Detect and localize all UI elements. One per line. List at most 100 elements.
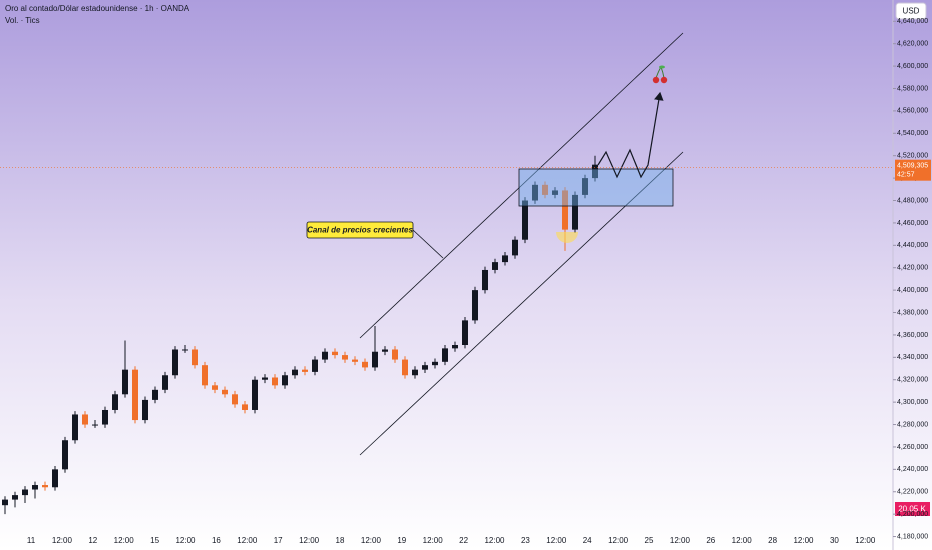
candle-body <box>112 394 118 410</box>
candle-body <box>92 424 98 426</box>
candle-body <box>362 361 368 368</box>
y-tick-label: 4,220,000 <box>897 489 928 496</box>
candle-body <box>482 269 488 291</box>
x-tick-label: 12:00 <box>114 536 135 545</box>
candle-body <box>442 348 448 362</box>
x-tick-label: 12:00 <box>484 536 505 545</box>
y-tick-label: 4,260,000 <box>897 444 928 451</box>
x-tick-label: 22 <box>459 536 468 545</box>
annotation: Canal de precios crecientes <box>307 226 413 235</box>
candle-body <box>32 485 38 490</box>
candle-body <box>72 414 78 441</box>
candles <box>2 155 598 515</box>
x-tick-label: 28 <box>768 536 777 545</box>
candle-body <box>532 184 538 201</box>
candle-body <box>252 379 258 410</box>
candle-body <box>472 290 478 321</box>
x-tick-label: 17 <box>274 536 283 545</box>
last-price-label: 4,509,305 <box>897 163 928 170</box>
candle-body <box>152 389 158 400</box>
candle-body <box>122 369 128 395</box>
candle-body <box>552 190 558 195</box>
y-tick-label: 4,600,000 <box>897 63 928 70</box>
candle-body <box>562 190 568 230</box>
x-tick-label: 12:00 <box>732 536 753 545</box>
candle-body <box>62 440 68 470</box>
candle-body <box>262 377 268 380</box>
x-tick-label: 12:00 <box>670 536 691 545</box>
candle-body <box>332 351 338 356</box>
candle-body <box>572 194 578 230</box>
candle-body <box>42 485 48 488</box>
x-tick-label: 12:00 <box>546 536 567 545</box>
currency[interactable]: USD <box>903 7 920 16</box>
candle-body <box>182 349 188 351</box>
y-tick-label: 4,200,000 <box>897 511 928 518</box>
volume-badge <box>895 502 930 516</box>
annotation-leader <box>412 229 444 259</box>
y-tick-label: 4,320,000 <box>897 377 928 384</box>
x-tick-label: 26 <box>706 536 715 545</box>
volume-label: 20,05 K <box>898 505 926 514</box>
x-tick-label: 18 <box>336 536 345 545</box>
x-tick-label: 12 <box>88 536 97 545</box>
candle-body <box>352 359 358 362</box>
y-tick-label: 4,240,000 <box>897 466 928 473</box>
candle-body <box>52 469 58 488</box>
x-tick-label: 12:00 <box>52 536 73 545</box>
y-tick-label: 4,180,000 <box>897 533 928 540</box>
x-tick-label: 12:00 <box>423 536 444 545</box>
candle-body <box>282 375 288 386</box>
y-tick-label: 4,640,000 <box>897 18 928 25</box>
y-tick-label: 4,360,000 <box>897 332 928 339</box>
currency-button[interactable] <box>895 2 927 20</box>
chart-subtitle: Vol. · Tics <box>5 16 40 25</box>
channel-lower <box>359 151 684 456</box>
y-tick-label: 4,400,000 <box>897 287 928 294</box>
candle-body <box>82 414 88 425</box>
x-tick-label: 19 <box>397 536 406 545</box>
candle-body <box>502 255 508 263</box>
candle-body <box>192 349 198 366</box>
candle-body <box>242 404 248 410</box>
candle-body <box>322 351 328 360</box>
candle-body <box>162 375 168 390</box>
y-tick-label: 4,460,000 <box>897 220 928 227</box>
candle-body <box>202 365 208 386</box>
candle-body <box>312 359 318 372</box>
candle-body <box>492 262 498 270</box>
candle-body <box>302 369 308 372</box>
candle-body <box>212 385 218 390</box>
y-tick-label: 4,560,000 <box>897 108 928 115</box>
candle-body <box>522 200 528 240</box>
y-tick-label: 4,520,000 <box>897 153 928 160</box>
y-tick-label: 4,420,000 <box>897 265 928 272</box>
candle-body <box>512 239 518 256</box>
low-marker <box>556 232 578 243</box>
candle-body <box>342 355 348 360</box>
candle-body <box>232 394 238 405</box>
channel-upper <box>359 32 684 339</box>
x-tick-label: 12:00 <box>237 536 258 545</box>
y-tick-label: 4,280,000 <box>897 421 928 428</box>
candle-body <box>132 369 138 421</box>
countdown: 42:57 <box>897 172 915 179</box>
x-tick-label: 12:00 <box>608 536 629 545</box>
candle-body <box>452 345 458 349</box>
x-tick-label: 12:00 <box>793 536 814 545</box>
x-tick-label: 30 <box>830 536 839 545</box>
x-tick-label: 12:00 <box>299 536 320 545</box>
candle-body <box>462 320 468 346</box>
x-tick-label: 24 <box>583 536 592 545</box>
y-tick-label: 4,480,000 <box>897 197 928 204</box>
candle-body <box>102 409 108 425</box>
x-tick-label: 25 <box>645 536 654 545</box>
y-tick-label: 4,440,000 <box>897 242 928 249</box>
chart-title: Oro al contado/Dólar estadounidense · 1h… <box>5 4 190 13</box>
candle-body <box>432 361 438 366</box>
candle-body <box>392 349 398 360</box>
candle-body <box>222 389 228 395</box>
x-tick-label: 15 <box>150 536 159 545</box>
